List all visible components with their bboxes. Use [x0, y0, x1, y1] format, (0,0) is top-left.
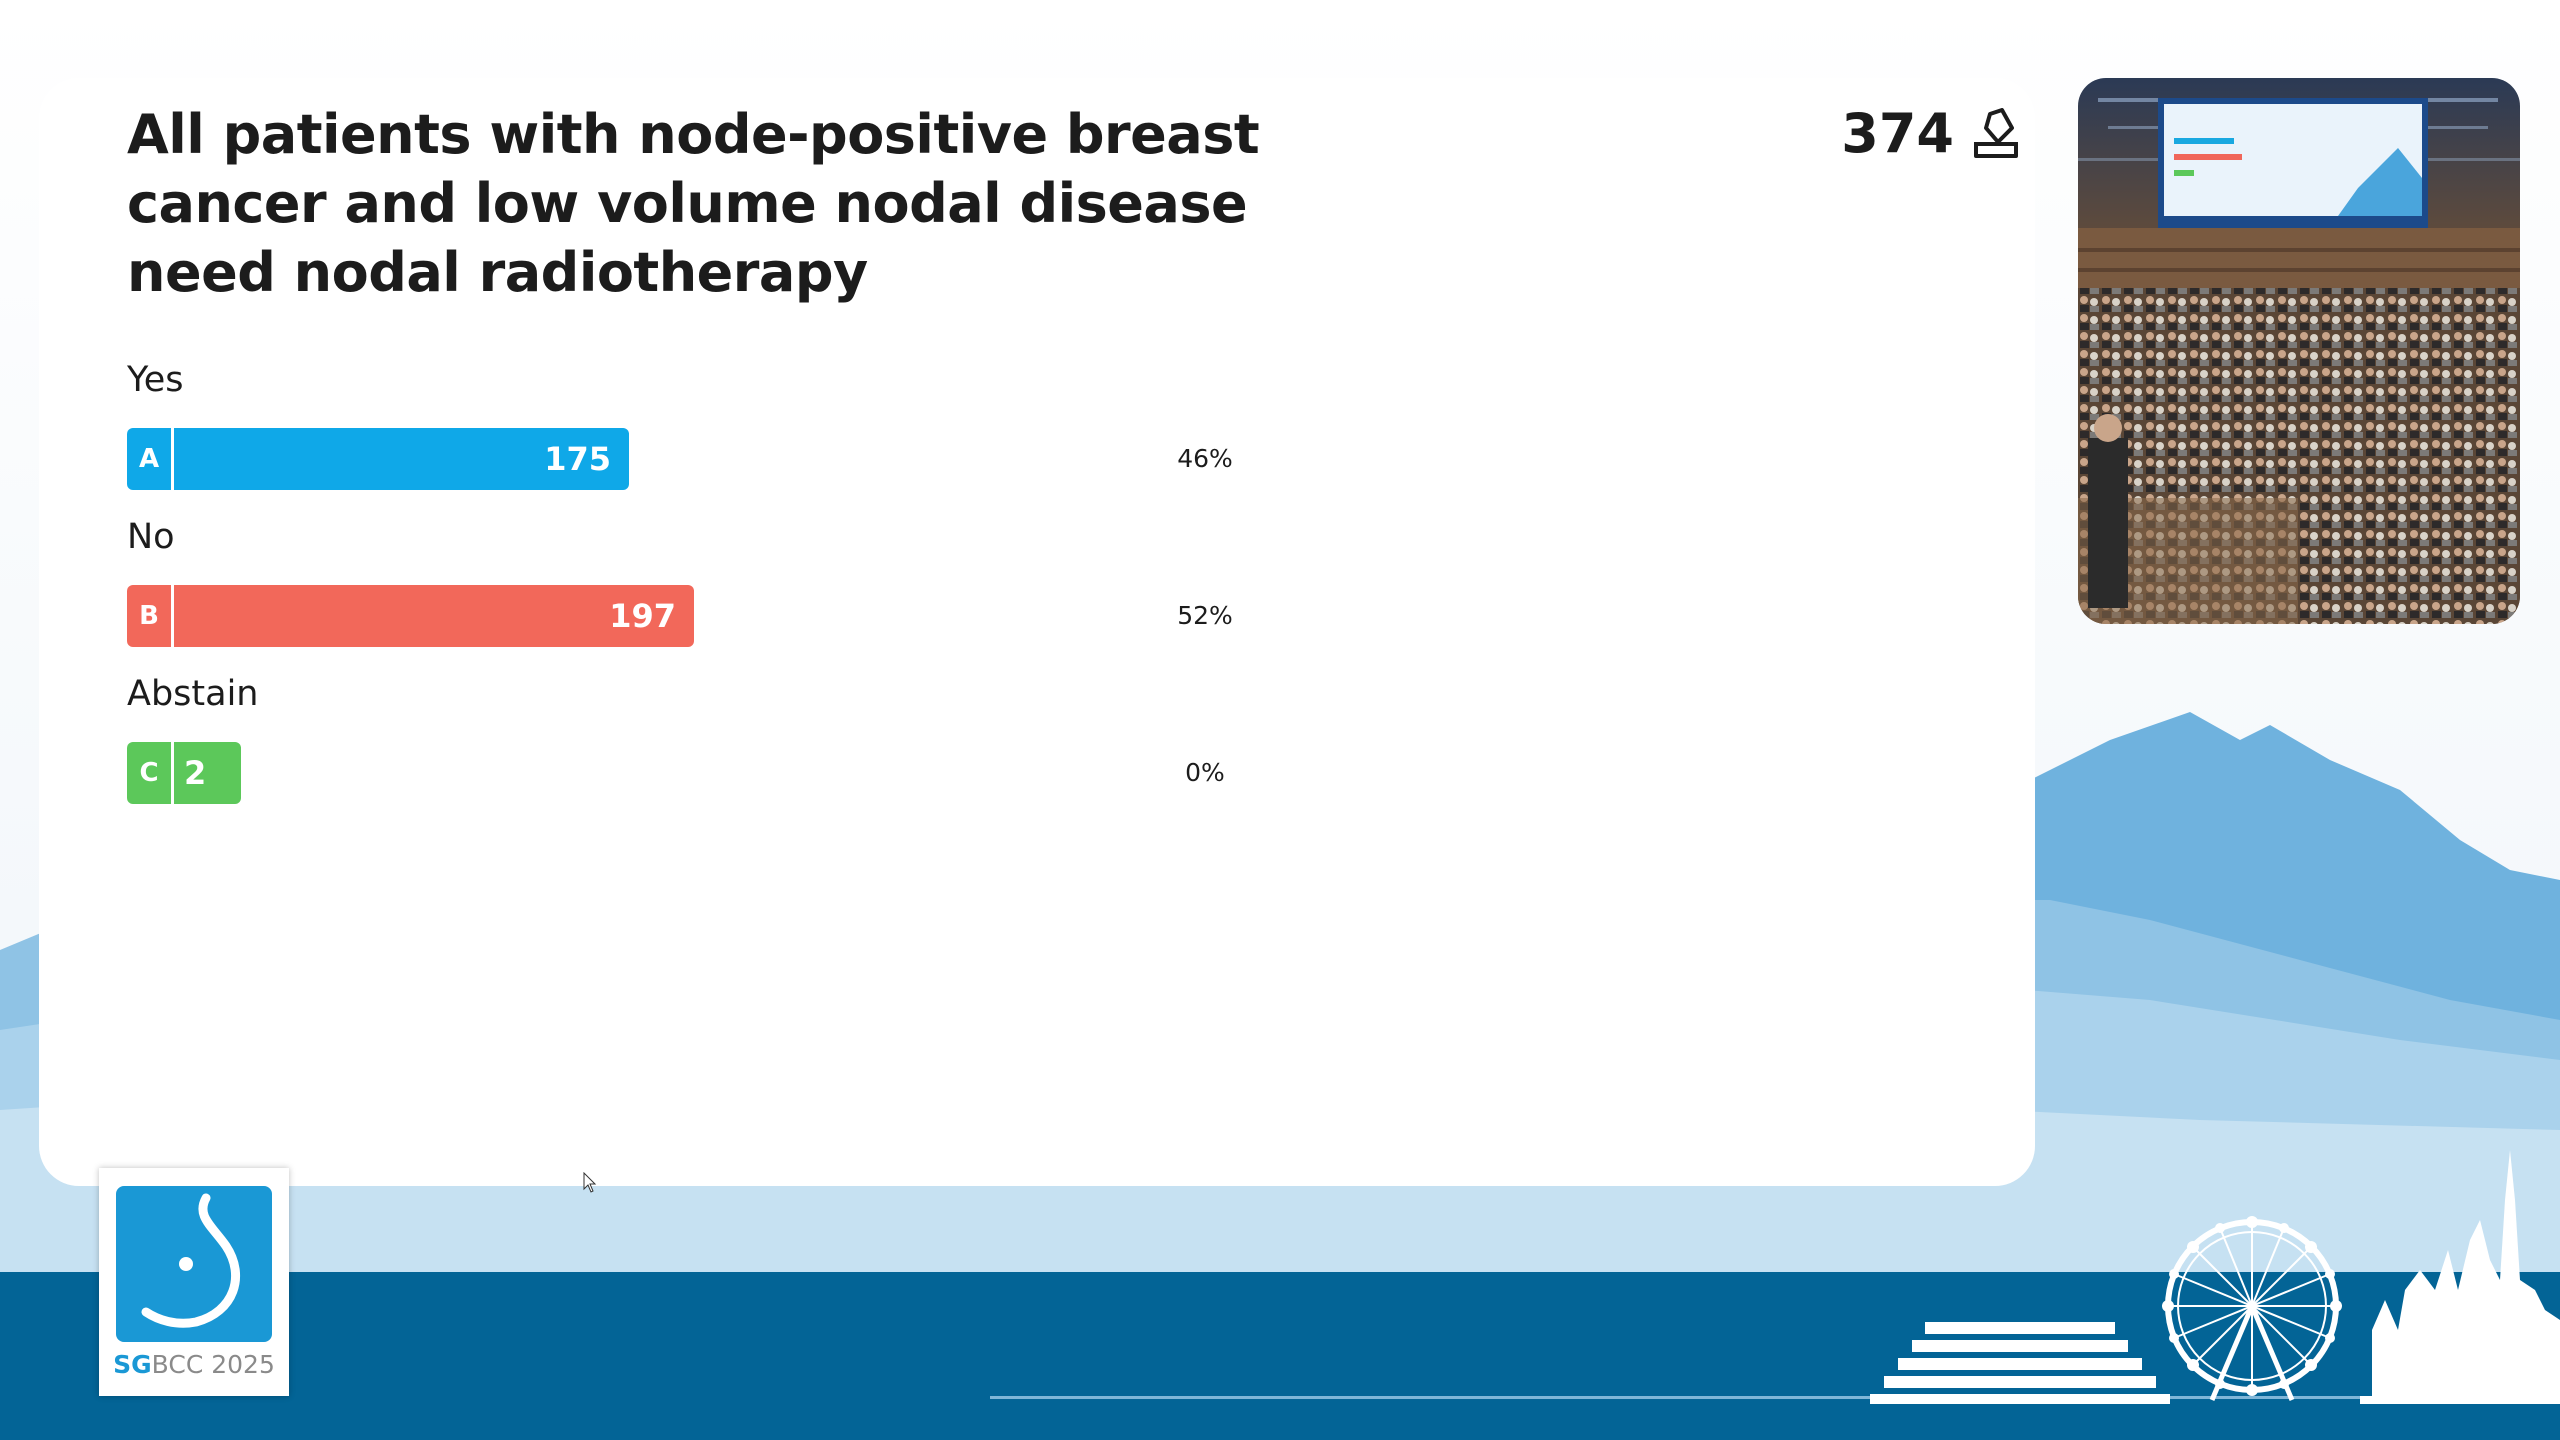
poll-question: All patients with node-positive breast c…	[127, 103, 1260, 304]
option-b-label: No	[127, 517, 175, 557]
option-c-percent: 0%	[1185, 758, 1225, 787]
option-b-count: 197	[609, 597, 676, 635]
camera-feed-image	[2078, 78, 2520, 624]
logo-brand-strong: SG	[113, 1350, 152, 1379]
option-c-count: 2	[184, 754, 207, 792]
option-b-letter: B	[127, 585, 174, 647]
ballot-box-icon	[1974, 107, 2018, 158]
option-a-label: Yes	[127, 360, 184, 400]
option-a-letter: A	[127, 428, 174, 490]
vote-counter: 374	[1841, 102, 2020, 165]
option-a-percent: 46%	[1177, 444, 1233, 473]
logo-brand-rest: BCC	[151, 1350, 204, 1379]
option-a-count: 175	[544, 440, 611, 478]
option-c-label: Abstain	[127, 674, 259, 714]
logo-mark-icon	[116, 1186, 272, 1342]
total-votes: 374	[1841, 102, 1954, 165]
option-c-bar: C 2	[127, 742, 241, 804]
logo-year: 2025	[211, 1350, 275, 1379]
logo-text: SGBCC 2025	[99, 1350, 289, 1379]
option-b-bar: B 197	[127, 585, 694, 647]
option-b-percent: 52%	[1177, 601, 1233, 630]
option-c-letter: C	[127, 742, 174, 804]
mouse-cursor-icon	[583, 1172, 597, 1193]
sgbcc-logo: SGBCC 2025	[99, 1168, 289, 1396]
option-a-bar: A 175	[127, 428, 629, 490]
